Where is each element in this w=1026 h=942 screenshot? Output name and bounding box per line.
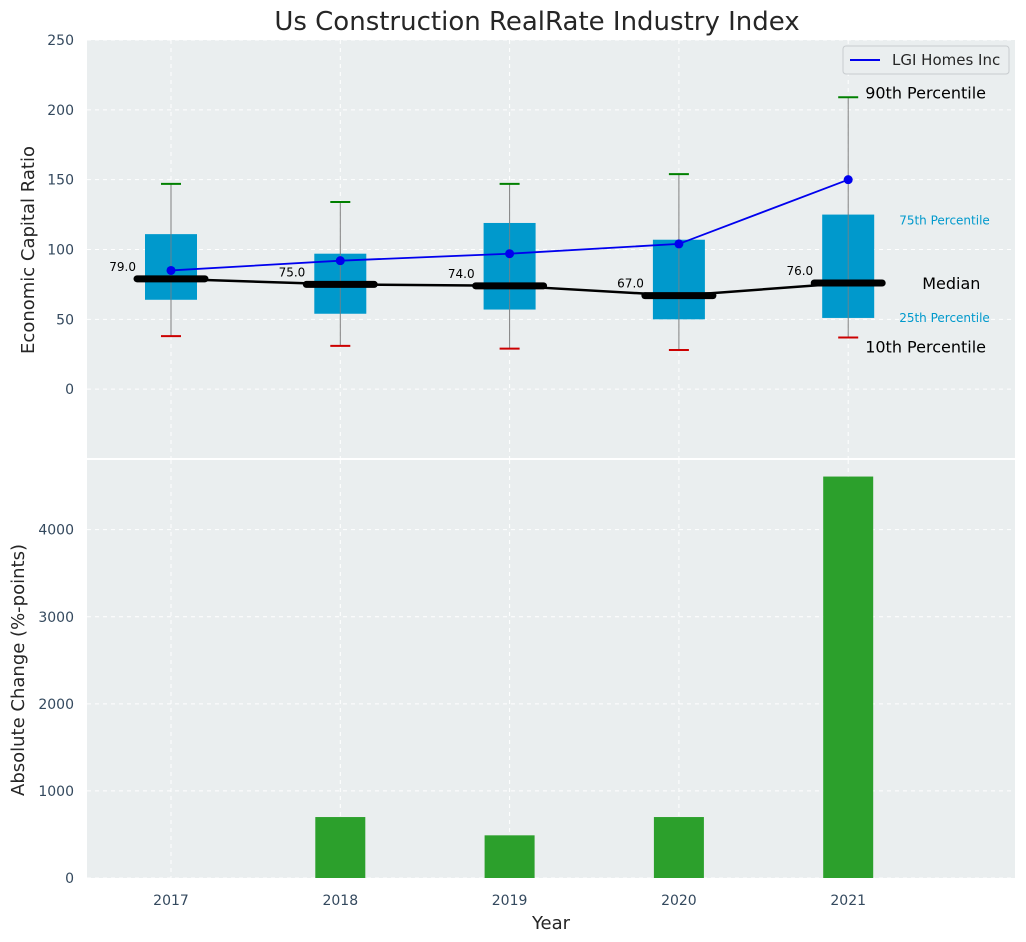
lgi-series-point: [335, 256, 345, 266]
change-bar: [823, 476, 874, 878]
top-y-tick-label: 250: [47, 33, 74, 49]
bottom-y-tick-label: 0: [65, 871, 74, 887]
annotation-p10: 10th Percentile: [865, 337, 986, 356]
lgi-series-point: [166, 265, 176, 275]
lgi-series-point: [674, 239, 684, 249]
x-tick-label: 2019: [492, 893, 528, 909]
legend: LGI Homes Inc: [842, 45, 1010, 75]
top-y-tick-label: 100: [47, 243, 74, 259]
bottom-y-ticks: 4000 3000 2000 1000 0: [38, 523, 74, 887]
x-tick-label: 2021: [830, 893, 866, 909]
legend-label: LGI Homes Inc: [892, 51, 1000, 69]
bottom-y-axis-label: Absolute Change (%-points): [8, 544, 29, 796]
bottom-y-tick-label: 4000: [38, 523, 74, 539]
x-axis-label: Year: [531, 913, 571, 934]
lgi-series-point: [843, 175, 853, 185]
percentile-annotations: 90th Percentile 75th Percentile Median 25th…: [865, 83, 990, 356]
change-bar: [484, 835, 535, 878]
bottom-y-tick-label: 2000: [38, 697, 74, 713]
top-y-axis-label: Economic Capital Ratio: [18, 146, 39, 354]
top-y-ticks: 250 200 150 100 50 0: [47, 33, 74, 398]
median-value-label: 67.0: [617, 277, 644, 291]
chart-title: Us Construction RealRate Industry Index: [274, 7, 799, 37]
annotation-p90: 90th Percentile: [865, 83, 986, 102]
x-tick-label: 2018: [322, 893, 358, 909]
top-y-tick-label: 150: [47, 173, 74, 189]
change-bar: [653, 817, 704, 878]
bottom-grid: [87, 460, 1015, 879]
median-value-label: 76.0: [786, 264, 813, 278]
x-ticks: 2017 2018 2019 2020 2021: [153, 893, 866, 909]
annotation-median: Median: [922, 274, 980, 293]
bar-group: [315, 476, 874, 878]
bottom-y-tick-label: 3000: [38, 610, 74, 626]
top-y-tick-label: 0: [65, 382, 74, 398]
top-y-tick-label: 50: [56, 312, 74, 328]
x-tick-label: 2020: [661, 893, 697, 909]
bottom-y-tick-label: 1000: [38, 784, 74, 800]
median-value-label: 75.0: [279, 265, 306, 279]
legend-box: [842, 45, 1010, 75]
bottom-plot-area: [87, 460, 1015, 878]
top-y-tick-label: 200: [47, 103, 74, 119]
lgi-series-group: [166, 175, 853, 275]
median-trend-group: 79.0 75.0 74.0 67.0 76.0: [109, 260, 886, 300]
x-tick-label: 2017: [153, 893, 189, 909]
lgi-series-point: [505, 249, 515, 259]
median-value-label: 74.0: [448, 267, 475, 281]
annotation-p25: 25th Percentile: [899, 311, 990, 325]
median-value-label: 79.0: [109, 260, 136, 274]
annotation-p75: 75th Percentile: [899, 214, 990, 228]
change-bar: [315, 817, 366, 878]
